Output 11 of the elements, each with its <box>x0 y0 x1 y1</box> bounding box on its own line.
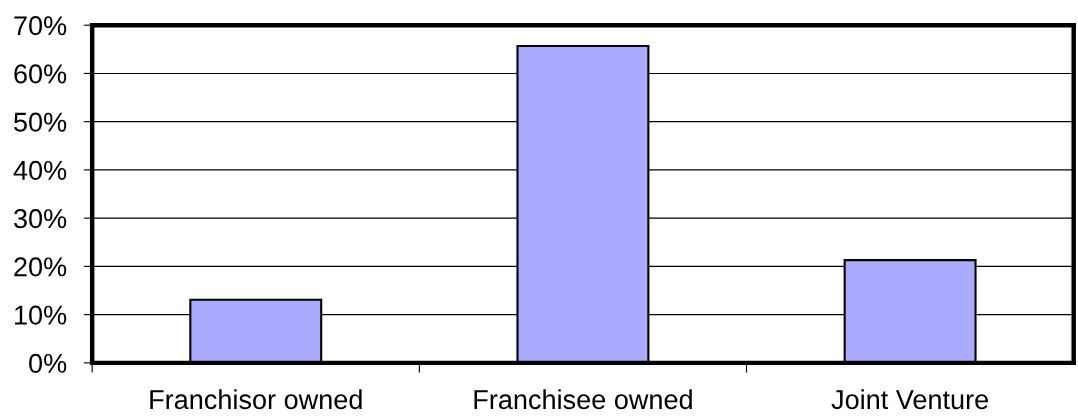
x-tick-label: Franchisee owned <box>474 389 692 410</box>
x-tick-label: Joint Venture <box>831 389 988 410</box>
y-tick-label: 0% <box>29 353 67 373</box>
y-tick-label: 70% <box>14 16 67 36</box>
y-tick-label: 30% <box>14 209 67 229</box>
y-tick-label: 50% <box>14 112 67 132</box>
y-tick-label: 10% <box>15 305 67 325</box>
y-tick-label: 40% <box>13 160 67 180</box>
y-tick-label: 60% <box>14 64 67 84</box>
x-tick-label: Franchisor owned <box>150 389 362 410</box>
y-tick-label: 20% <box>14 257 67 277</box>
